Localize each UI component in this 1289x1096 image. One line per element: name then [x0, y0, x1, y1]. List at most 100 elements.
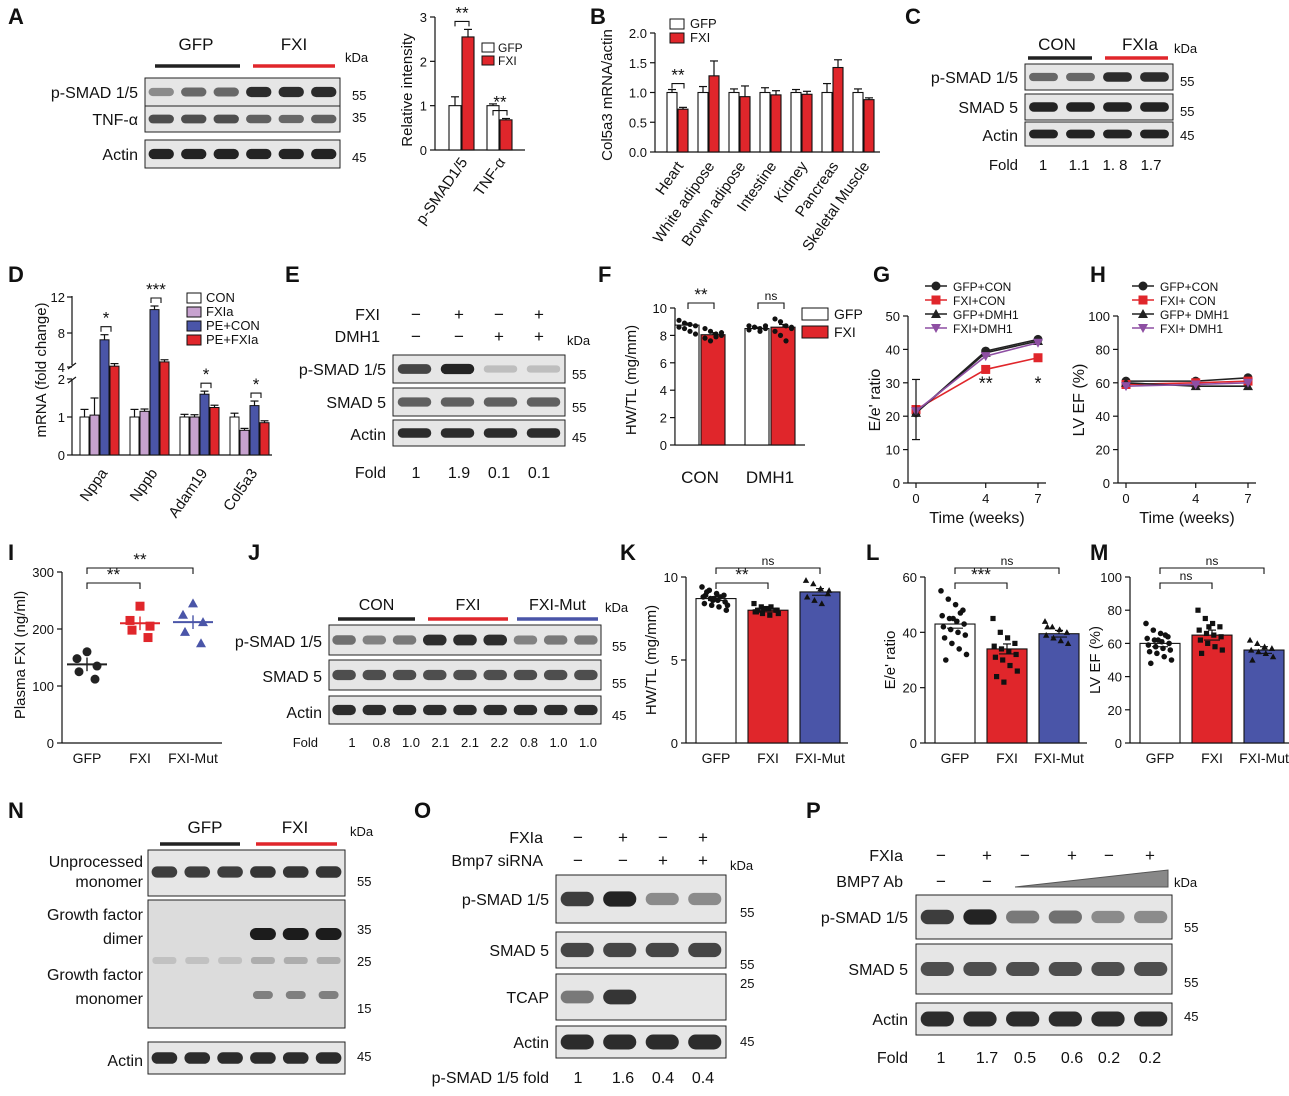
data-point	[707, 338, 714, 344]
x-category-label: FXI-Mut	[795, 750, 845, 766]
panel-letter: B	[590, 4, 606, 29]
data-point	[178, 609, 188, 619]
bar	[179, 416, 190, 456]
blot-band	[392, 704, 417, 716]
data-point	[1154, 650, 1160, 657]
x-tick-label: 0	[912, 491, 919, 506]
data-point	[1063, 629, 1071, 635]
data-point	[1005, 635, 1011, 641]
blot-band	[1091, 910, 1125, 924]
blot-band	[181, 148, 207, 160]
blot-row-label: Unprocessed	[49, 854, 143, 871]
data-point	[92, 661, 102, 671]
fold-value: 2.2	[490, 735, 508, 750]
blot-band	[1006, 910, 1040, 924]
blot-band	[181, 114, 207, 124]
data-point	[788, 324, 795, 330]
y-tick-label: 10	[664, 570, 678, 585]
fold-value: 1.0	[579, 735, 597, 750]
blot-band	[603, 942, 637, 958]
blot-row-label: Actin	[350, 427, 386, 444]
data-point	[1144, 635, 1150, 642]
blot-band	[315, 928, 342, 940]
y-tick-label: 40	[903, 625, 917, 640]
blot-band	[217, 1052, 243, 1064]
fold-value: 1.7	[1141, 157, 1162, 174]
x-tick-label: 4	[1192, 491, 1199, 506]
blot-band	[249, 928, 276, 940]
blot-band	[526, 365, 561, 373]
blot-row-label: SMAD 5	[958, 100, 1018, 117]
panel-letter: E	[285, 262, 300, 287]
blot-band	[1103, 72, 1132, 82]
data-point	[931, 309, 941, 318]
blot-strip	[328, 695, 602, 725]
y-tick-label: 20	[1108, 703, 1122, 718]
data-point	[1248, 646, 1255, 653]
data-point	[947, 626, 954, 633]
blot-band	[513, 635, 538, 645]
legend-label: FXI	[834, 324, 856, 340]
blot-band	[1091, 1011, 1125, 1027]
blot-band	[1134, 910, 1168, 924]
series-line	[915, 341, 1039, 412]
data-point	[692, 331, 699, 337]
data-point	[1162, 632, 1169, 638]
y-axis-title: mRNA (fold change)	[33, 302, 50, 437]
legend-swatch	[186, 292, 202, 304]
data-point	[783, 323, 789, 329]
blot-strip	[328, 659, 602, 691]
significance-bracket	[250, 392, 262, 399]
data-point	[1203, 630, 1210, 637]
blot-row-label: Actin	[102, 147, 138, 164]
blot-strip	[1024, 93, 1174, 121]
data-point	[1145, 642, 1152, 648]
data-point	[1138, 295, 1148, 305]
y-axis-title: Col5a3 mRNA/actin	[599, 29, 616, 161]
blot-band	[148, 87, 174, 97]
data-point	[1064, 640, 1072, 646]
blot-membrane	[144, 77, 341, 107]
data-point	[1212, 644, 1218, 650]
blot-membrane	[915, 943, 1173, 995]
blot-strip	[915, 894, 1173, 940]
bar	[747, 609, 789, 744]
blot-band	[1048, 1011, 1082, 1027]
data-point	[145, 621, 155, 631]
data-point	[783, 338, 789, 344]
bar	[189, 416, 200, 456]
blot-row-label: Actin	[286, 705, 322, 722]
blot-strip	[147, 899, 346, 1029]
y-tick-label: 40	[886, 342, 900, 357]
group-label: FXI-Mut	[529, 597, 586, 614]
legend-swatch	[186, 306, 202, 318]
kda-header: kDa	[1174, 41, 1198, 56]
blot-band	[543, 704, 568, 716]
condition-sign: +	[618, 828, 628, 847]
blot-band	[920, 1011, 954, 1027]
significance-bracket	[100, 326, 112, 332]
legend-label: GFP	[690, 16, 717, 31]
data-point	[759, 610, 766, 617]
blot-band	[252, 991, 273, 999]
fold-value: 1.7	[976, 1050, 998, 1067]
blot-membrane	[144, 105, 341, 133]
x-category-label: CON	[681, 468, 719, 487]
blot-band	[560, 942, 594, 958]
bar	[700, 334, 726, 446]
data-point	[961, 621, 967, 627]
legend-label: GFP	[498, 41, 523, 55]
condition-sign: +	[494, 327, 504, 346]
blot-band	[688, 942, 722, 958]
bar	[89, 414, 100, 456]
data-point	[1014, 668, 1020, 674]
fold-value: 1.6	[612, 1070, 634, 1087]
legend-swatch	[186, 320, 202, 332]
blot-band	[526, 397, 561, 407]
blot-row-label: SMAD 5	[262, 669, 322, 686]
bar	[159, 361, 170, 456]
blot-band	[1103, 102, 1132, 112]
fold-value: 1	[574, 1070, 583, 1087]
kda-marker: 15	[357, 1001, 371, 1016]
